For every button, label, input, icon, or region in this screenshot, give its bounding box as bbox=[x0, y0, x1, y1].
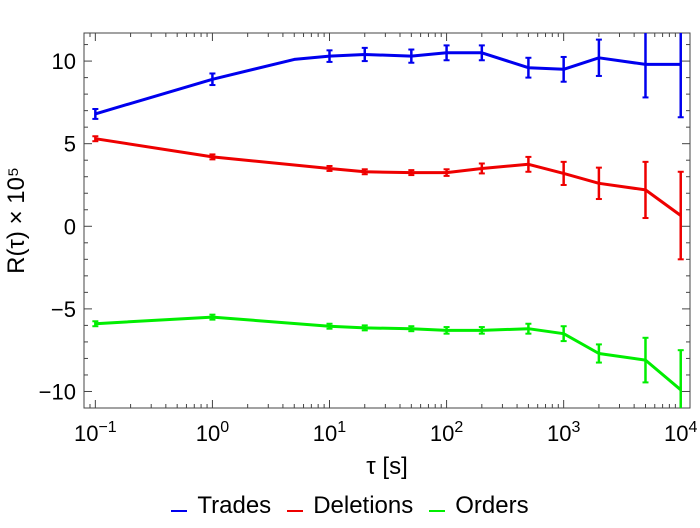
series-orders bbox=[92, 313, 684, 408]
y-axis-title: R(τ) × 10⁵ bbox=[3, 167, 30, 274]
series-trades bbox=[92, 33, 684, 120]
legend-item-trades: Trades bbox=[171, 492, 271, 520]
tick-labels: −10 −5 0 5 10 10−1 100 101 102 103 104 bbox=[39, 49, 698, 446]
y-tick-label: 0 bbox=[64, 214, 76, 239]
y-tick-label: −10 bbox=[39, 379, 76, 404]
legend-swatch bbox=[171, 510, 188, 512]
legend-label: Trades bbox=[197, 492, 272, 519]
x-tick-label: 100 bbox=[196, 419, 229, 446]
series-line-orders bbox=[95, 315, 682, 391]
series-line-trades bbox=[94, 51, 681, 116]
series-line-deletions bbox=[95, 137, 682, 217]
x-tick-label: 101 bbox=[313, 419, 346, 446]
y-tick-label: −5 bbox=[51, 297, 76, 322]
x-tick-label: 104 bbox=[664, 419, 697, 446]
legend-swatch bbox=[287, 510, 304, 512]
legend-label: Orders bbox=[455, 492, 529, 519]
legend-item-orders: Orders bbox=[429, 492, 529, 520]
series-layer bbox=[92, 33, 684, 408]
y-tick-label: 10 bbox=[52, 49, 76, 74]
x-tick-label: 102 bbox=[430, 419, 463, 446]
x-axis-title: τ [s] bbox=[366, 453, 407, 480]
plot-frame bbox=[83, 32, 691, 409]
chart: −10 −5 0 5 10 10−1 100 101 102 103 104 τ [s] R(τ) … bbox=[3, 32, 698, 480]
y-tick-label: 5 bbox=[64, 132, 76, 157]
series-deletions bbox=[92, 135, 684, 261]
x-tick-label: 103 bbox=[547, 419, 580, 446]
x-tick-label: 10−1 bbox=[74, 419, 117, 446]
legend-item-deletions: Deletions bbox=[287, 492, 413, 520]
legend-swatch bbox=[429, 510, 446, 512]
legend: Trades Deletions Orders bbox=[0, 490, 700, 522]
legend-label: Deletions bbox=[313, 492, 414, 519]
